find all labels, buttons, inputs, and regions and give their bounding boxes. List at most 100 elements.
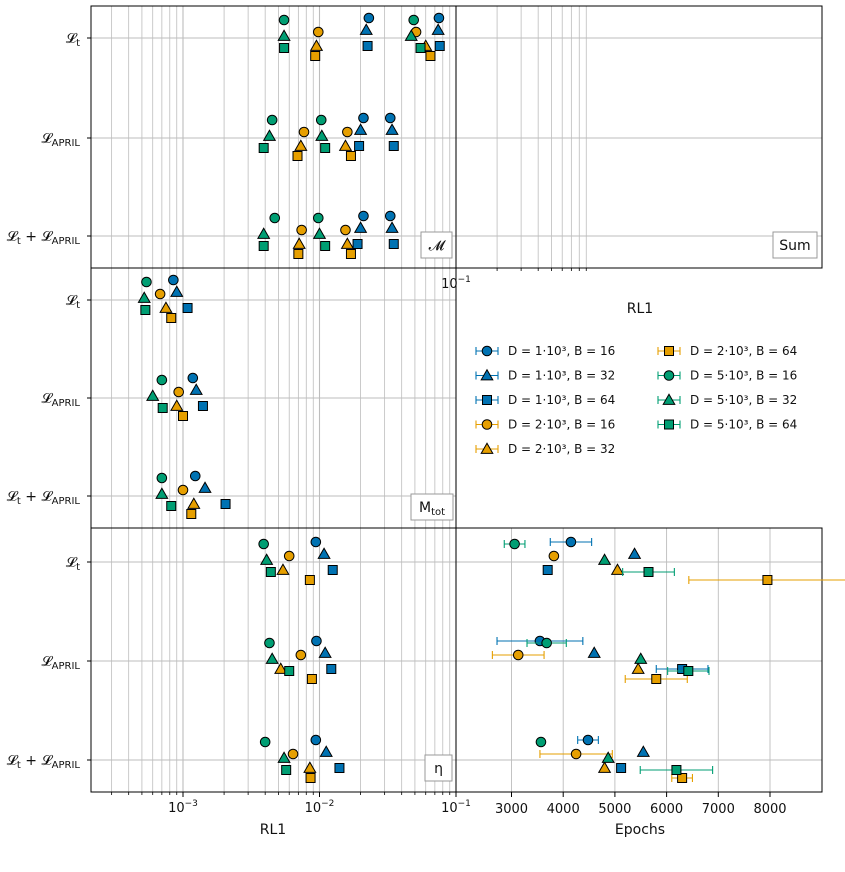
data-point	[326, 664, 337, 674]
data-point	[541, 637, 552, 649]
data-point	[434, 41, 445, 51]
data-point	[257, 227, 271, 239]
data-point	[309, 39, 324, 51]
data-point	[616, 763, 627, 773]
data-point	[385, 123, 399, 135]
data-point	[342, 126, 353, 138]
data-point	[262, 129, 277, 141]
data-point	[156, 472, 168, 484]
category-label: 𝓛t + 𝓛APRIL	[7, 229, 81, 247]
data-point	[334, 763, 345, 773]
annotation-label: η	[434, 761, 443, 777]
x-axis-label: RL1	[260, 822, 286, 838]
data-point	[340, 224, 351, 236]
data-point	[141, 276, 152, 288]
data-point	[258, 143, 269, 153]
data-point	[178, 411, 188, 421]
data-point	[157, 403, 168, 413]
data-point	[258, 241, 269, 251]
data-point	[636, 745, 650, 757]
data-point	[310, 51, 321, 61]
legend-label: D = 1·10³, B = 32	[508, 369, 615, 383]
data-point	[306, 674, 317, 684]
data-point	[312, 227, 327, 239]
grid-layer	[91, 6, 822, 792]
x-tick-label: 3000	[495, 802, 528, 817]
data-point	[570, 748, 582, 760]
data-point	[315, 129, 329, 141]
legend-label: D = 2·10³, B = 16	[508, 418, 615, 432]
x-tick-label: 10−2	[305, 799, 335, 816]
data-point	[287, 748, 299, 760]
data-point	[408, 14, 420, 26]
data-point	[601, 751, 615, 763]
category-label: 𝓛t	[66, 31, 80, 49]
data-point	[293, 249, 304, 259]
data-point	[345, 151, 356, 161]
data-point	[512, 649, 524, 661]
data-point	[384, 112, 396, 124]
data-point	[170, 399, 184, 411]
data-point	[166, 313, 177, 323]
data-point	[284, 666, 295, 676]
data-point	[304, 575, 315, 585]
data-point	[137, 291, 151, 303]
category-label: 𝓛APRIL	[41, 391, 80, 409]
x-tick-label: 10−1	[441, 799, 471, 816]
data-point	[433, 12, 445, 24]
data-point	[683, 666, 694, 676]
legend-marker	[482, 395, 492, 405]
data-point	[651, 674, 662, 684]
data-point	[597, 761, 612, 773]
data-point	[358, 112, 369, 124]
data-point	[340, 237, 355, 249]
x-tick-label: 5000	[598, 802, 631, 817]
legend-marker	[662, 393, 676, 405]
data-point	[597, 553, 612, 565]
x-axis-label: RL1	[627, 301, 653, 317]
data-point	[415, 43, 426, 53]
data-point	[258, 538, 269, 550]
legend-label: D = 1·10³, B = 16	[508, 344, 615, 358]
data-point	[182, 303, 193, 313]
data-point	[631, 662, 645, 674]
annotation-box	[772, 231, 818, 259]
data-point	[311, 635, 322, 647]
data-point	[259, 736, 271, 748]
category-label: 𝓛t + 𝓛APRIL	[7, 753, 81, 771]
data-point	[319, 745, 333, 757]
data-point	[338, 139, 353, 151]
data-point	[283, 550, 295, 562]
data-point	[353, 123, 368, 135]
data-point	[359, 23, 373, 35]
data-point	[388, 239, 399, 249]
data-point	[264, 637, 275, 649]
data-point	[197, 401, 208, 411]
data-point	[146, 389, 160, 401]
data-point	[274, 662, 288, 674]
data-point	[317, 547, 331, 559]
data-point	[509, 538, 520, 550]
legend-label: D = 5·10³, B = 16	[690, 369, 797, 383]
annotation-label: 𝓜	[429, 238, 447, 254]
data-point	[384, 210, 396, 222]
data-point	[279, 43, 290, 53]
legend-marker	[663, 370, 675, 381]
data-point	[189, 383, 203, 395]
data-point	[320, 241, 331, 251]
data-point	[313, 212, 324, 224]
data-point	[168, 274, 179, 286]
x-axis-label: Epochs	[615, 822, 665, 838]
annotation-box	[420, 231, 453, 259]
data-point	[292, 151, 303, 161]
x-tick-label: 6000	[650, 802, 683, 817]
blank-region	[457, 269, 822, 528]
data-point	[173, 386, 184, 398]
data-point	[627, 547, 642, 559]
data-point	[610, 563, 625, 575]
data-point	[292, 237, 306, 249]
legend-marker	[480, 442, 494, 454]
data-point	[281, 765, 292, 775]
data-point	[140, 305, 151, 315]
data-point	[310, 734, 322, 746]
